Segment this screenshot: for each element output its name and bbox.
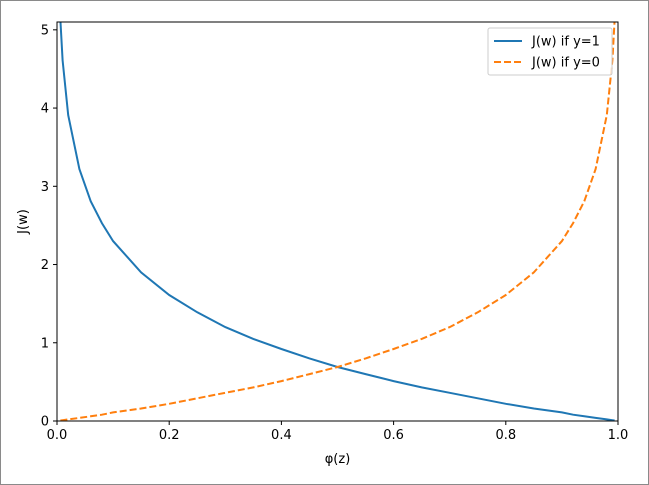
series-layer — [59, 22, 616, 421]
y-tick-label: 3 — [41, 180, 49, 195]
y-tick-label: 4 — [41, 102, 49, 117]
y-axis-ticks: 0 1 2 3 4 5 — [41, 23, 57, 430]
y-axis-label: J(w) — [16, 209, 31, 235]
x-tick-label: 0.8 — [495, 428, 516, 443]
plot-area-frame — [56, 21, 619, 422]
legend-label-y1: J(w) if y=1 — [531, 35, 600, 50]
y-tick-label: 5 — [41, 23, 49, 38]
y-tick-label: 1 — [41, 336, 49, 351]
x-tick-label: 0.2 — [159, 428, 180, 443]
y-tick-label: 0 — [41, 415, 49, 430]
x-tick-label: 1.0 — [608, 428, 629, 443]
legend-label-y0: J(w) if y=0 — [531, 56, 600, 71]
x-axis-label: φ(z) — [325, 452, 351, 467]
legend-box — [487, 27, 613, 76]
series-line-0 — [59, 22, 615, 421]
series-line-1 — [60, 22, 616, 421]
x-tick-label: 0.4 — [271, 428, 292, 443]
x-tick-label: 0.6 — [383, 428, 404, 443]
legend: J(w) if y=1 J(w) if y=0 — [487, 27, 613, 76]
x-axis-ticks: 0.0 0.2 0.4 0.6 0.8 1.0 — [47, 421, 629, 443]
x-tick-label: 0.0 — [47, 428, 68, 443]
y-tick-label: 2 — [41, 258, 49, 273]
